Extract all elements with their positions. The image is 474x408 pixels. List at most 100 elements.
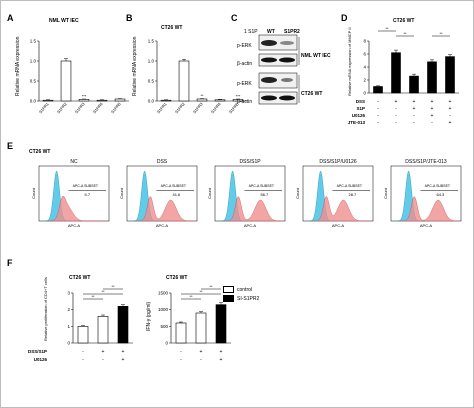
significance-stars: ** [403, 31, 407, 36]
panel-f-letter: F [7, 258, 13, 268]
gate-label: APC-A SUBSET [337, 184, 363, 188]
x-tick-label: S1PR1 [156, 101, 168, 115]
gate-label: APC-A SUBSET [425, 184, 451, 188]
histogram-title: NC [70, 159, 78, 165]
y-tick-label: 1500 [158, 291, 169, 296]
sign-cell: - [82, 357, 84, 363]
sign-cell: - [395, 113, 397, 119]
sign-row-label: S1P [356, 106, 365, 111]
bar [117, 306, 129, 344]
histogram-frame [214, 165, 286, 222]
x-axis-label: APC-A [244, 223, 257, 228]
bar [97, 316, 109, 344]
panel-c-row3: p-ERK [237, 81, 252, 87]
panel-f-legend: control SI-S1PR2 [223, 286, 259, 302]
x-tick-label: S1PR1 [38, 101, 50, 115]
histogram-sample-peak [399, 196, 459, 222]
histogram-sample-peak [47, 195, 107, 222]
bar [445, 56, 455, 94]
sign-row-label: U0126 [34, 357, 48, 362]
panel-c-row1: p-ERK [237, 43, 252, 49]
panel-b-letter: B [126, 13, 133, 23]
x-tick-label: S1PR2 [174, 101, 186, 115]
histogram-title: DSS/S1P/JTE-013 [405, 159, 447, 165]
bar [178, 60, 190, 102]
significance-stars: ** [189, 294, 193, 299]
sign-cell: - [377, 99, 379, 105]
y-tick-label: 0.5 [148, 79, 155, 84]
panel-f-left-chart: 0 1 2 3 ** ** ** DSS/S1P - + + U0126 - - + [28, 284, 133, 363]
histogram-title: DSS/S1P [239, 159, 261, 165]
x-tick-label: S1PR3 [192, 101, 204, 115]
panel-e-letter: E [7, 141, 14, 151]
panel-e-row-title: CT26 WT [29, 149, 51, 155]
blot-box-2 [258, 53, 298, 67]
band-3b [281, 78, 293, 82]
sign-cell: + [413, 99, 416, 105]
sign-cell: - [180, 349, 182, 355]
y-tick-label: 0 [67, 341, 70, 346]
sign-cell: + [431, 113, 434, 119]
gate-label: APC-A SUBSET [73, 184, 99, 188]
panel-c-row4: β-actin [237, 99, 253, 105]
y-axis-label: Count [119, 187, 124, 199]
bar [78, 99, 90, 102]
blot-box-4 [258, 91, 298, 105]
sign-cell: - [395, 106, 397, 112]
sign-cell: - [413, 120, 415, 126]
panel-e-histograms: NC APC-A SUBSET 5.7 APC-A Count DSS APC-A SUBS… [31, 159, 462, 228]
y-tick-label: 1 [67, 324, 70, 329]
sign-row-label: DSS [356, 99, 365, 104]
y-tick-label: 0.5 [30, 79, 37, 84]
panel-c-header: 1 S1P [244, 29, 258, 35]
bar [42, 99, 54, 102]
panel-c-col2: S1PR2 [284, 29, 300, 35]
y-tick-label: 1.0 [148, 59, 155, 64]
x-axis-label: APC-A [420, 223, 433, 228]
sign-cell: - [377, 113, 379, 119]
band-2b [279, 57, 295, 63]
sign-cell: - [200, 357, 202, 363]
histogram-frame [38, 165, 110, 222]
panel-f-left-title: CT26 WT [69, 275, 91, 281]
sign-cell: - [82, 349, 84, 355]
sign-cell: + [413, 106, 416, 112]
x-tick-label: S1PR4 [92, 101, 104, 115]
sign-cell: - [395, 120, 397, 126]
y-axis-label: Count [383, 187, 388, 199]
y-tick-label: 500 [160, 324, 168, 329]
x-axis-label: APC-A [332, 223, 345, 228]
band-1a [261, 40, 277, 46]
gate-percentage: 64.3 [437, 192, 446, 197]
x-tick-label: S1PR5 [110, 101, 122, 115]
bar [77, 326, 89, 344]
sign-cell: + [102, 349, 105, 355]
panel-f-left-ylabel: Relative proliferation of CD4+T cells [43, 277, 48, 341]
y-tick-label: 4 [363, 65, 366, 70]
bar [160, 99, 172, 102]
sign-row-label: U0126 [352, 113, 366, 118]
x-tick-label: S1PR3 [74, 101, 86, 115]
significance-stars: ** [101, 289, 105, 294]
sign-cell: - [449, 113, 451, 119]
gate-percentage: 56.7 [261, 192, 270, 197]
band-4b [279, 95, 295, 101]
histogram-sample-peak [311, 195, 371, 222]
x-tick-label: S1PR2 [56, 101, 68, 115]
panel-a-title: NML WT IEC [49, 18, 79, 24]
panel-c-group2: CT26 WT [301, 91, 323, 97]
sign-cell: + [431, 106, 434, 112]
y-tick-label: 1.5 [30, 39, 37, 44]
band-3a [261, 77, 277, 83]
blot-box-1 [258, 34, 298, 51]
sign-cell: + [431, 99, 434, 105]
panel-a-chart: 0.0 0.5 1.0 1.5 S1PR1 S1PR2 S1PR3 *** S1PR4 S1PR5 [30, 39, 129, 115]
sign-cell: - [431, 120, 433, 126]
sign-cell: + [200, 349, 203, 355]
y-tick-label: 0.0 [30, 99, 37, 104]
bar [373, 86, 383, 94]
sign-cell: - [413, 113, 415, 119]
y-axis-label: Count [207, 187, 212, 199]
histogram-frame [390, 165, 462, 222]
